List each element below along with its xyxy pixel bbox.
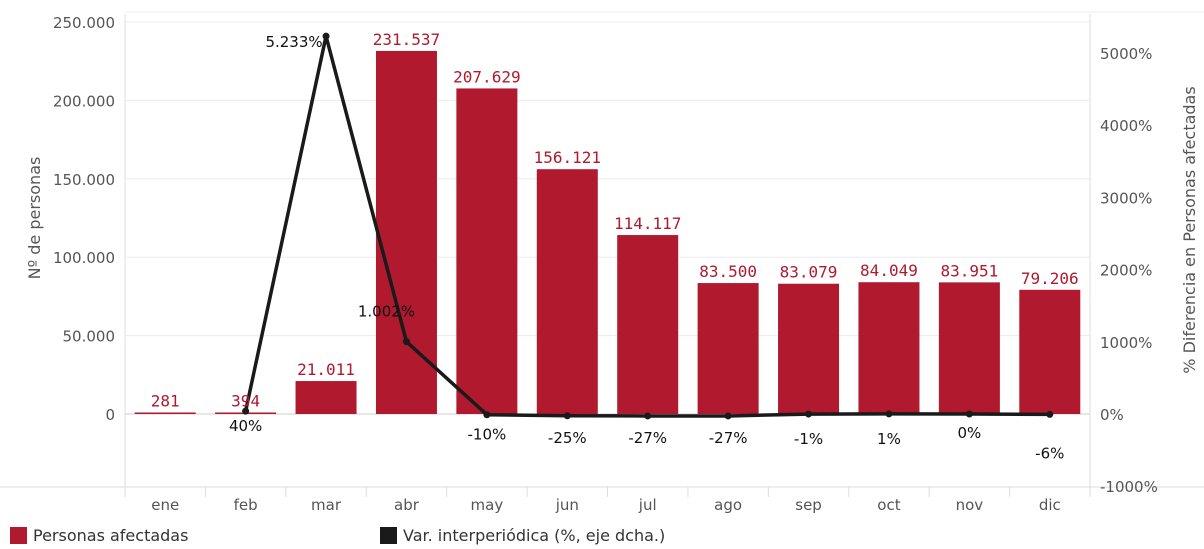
x-tick-label: nov — [956, 496, 984, 514]
data-labels: 281 394 21.011 231.537 207.629 156.121 114.117… — [151, 30, 1079, 462]
bar — [456, 88, 518, 414]
bar-value-label: 156.121 — [534, 148, 601, 167]
line-value-label: 5.233% — [265, 33, 322, 51]
bar — [1019, 289, 1081, 414]
x-tick-label: ene — [151, 496, 179, 514]
line-value-label: -6% — [1035, 444, 1064, 462]
line-value-label: -27% — [628, 429, 667, 447]
bar — [536, 169, 598, 414]
legend-item-bars[interactable]: Personas afectadas — [10, 526, 188, 545]
line-point — [885, 410, 893, 418]
bar — [858, 282, 920, 414]
line-point — [644, 412, 652, 420]
bar-value-label: 83.500 — [699, 262, 757, 281]
bar-value-label: 394 — [231, 392, 260, 411]
bar-value-label: 21.011 — [297, 360, 355, 379]
variation-line — [242, 32, 1054, 420]
x-tick-label: abr — [394, 496, 420, 514]
line-value-label: -10% — [467, 426, 506, 444]
line-point — [483, 411, 491, 419]
x-tick-label: may — [471, 496, 504, 514]
y-tick-label: 0 — [105, 406, 115, 424]
bar-value-label: 83.079 — [780, 263, 838, 282]
bar-value-label: 83.951 — [940, 261, 998, 280]
y2-tick-label: 1000% — [1100, 334, 1152, 352]
x-tick-label: dic — [1039, 496, 1061, 514]
gridlines — [0, 11, 1204, 497]
bar — [938, 282, 1000, 414]
bar-value-label: 207.629 — [453, 67, 520, 86]
line-value-label: 1% — [877, 430, 901, 448]
bar — [295, 381, 357, 414]
y-tick-label: 150.000 — [53, 171, 115, 189]
bar-value-label: 231.537 — [373, 30, 440, 49]
bar — [697, 283, 759, 414]
y-axis-title: Nº de personas — [25, 157, 44, 280]
bar-value-label: 84.049 — [860, 261, 918, 280]
bar — [617, 235, 679, 414]
line-point — [965, 410, 973, 418]
x-tick-label: oct — [877, 496, 900, 514]
y2-tick-label: 5000% — [1100, 45, 1152, 63]
y2-tick-label: 2000% — [1100, 262, 1152, 280]
line-value-label: -25% — [548, 429, 587, 447]
y2-axis-title: % Diferencia en Personas afectadas — [1180, 86, 1199, 373]
line-point — [805, 410, 813, 418]
y2-tick-label: 0% — [1100, 406, 1124, 424]
line-value-label: 1.002% — [358, 303, 415, 321]
x-tick-label: jun — [555, 496, 579, 514]
line-value-label: 0% — [957, 424, 981, 442]
y-tick-label: 100.000 — [53, 249, 115, 267]
bar-value-label: 79.206 — [1021, 269, 1079, 288]
x-axis: ene feb mar abr may jun jul ago sep oct nov dic — [151, 496, 1061, 514]
y-tick-label: 50.000 — [63, 328, 116, 346]
y-tick-label: 250.000 — [53, 14, 115, 32]
legend-label-line: Var. interperiódica (%, eje dcha.) — [403, 526, 666, 545]
bar-value-label: 281 — [151, 392, 180, 411]
x-tick-label: ago — [714, 496, 742, 514]
line-point — [563, 412, 571, 420]
bar — [778, 283, 840, 414]
y-tick-label: 200.000 — [53, 92, 115, 110]
y2-tick-label: -1000% — [1100, 478, 1158, 496]
bar-value-label: 114.117 — [614, 214, 681, 233]
bars — [134, 50, 1081, 415]
line-point — [402, 338, 410, 346]
legend-label-bars: Personas afectadas — [33, 526, 189, 545]
y2-tick-label: 4000% — [1100, 117, 1152, 135]
bar — [134, 412, 196, 414]
line-value-label: -1% — [794, 430, 823, 448]
y2-tick-label: 3000% — [1100, 189, 1152, 207]
bar — [375, 50, 437, 415]
legend-item-line[interactable]: Var. interperiódica (%, eje dcha.) — [380, 526, 665, 545]
right-axis: -1000% 0% 1000% 2000% 3000% 4000% 5000% — [1100, 45, 1158, 496]
x-tick-label: jul — [638, 496, 657, 514]
line-point — [322, 32, 330, 40]
line-value-label: 40% — [229, 417, 262, 435]
x-tick-label: feb — [234, 496, 258, 514]
line-point — [724, 412, 732, 420]
left-axis: 0 50.000 100.000 150.000 200.000 250.000 — [53, 14, 115, 424]
line-value-label: -27% — [709, 429, 748, 447]
legend-swatch-line — [380, 527, 397, 544]
x-tick-label: sep — [795, 496, 822, 514]
line-point — [242, 407, 250, 415]
x-tick-label: mar — [311, 496, 342, 514]
legend-swatch-bars — [10, 527, 27, 544]
line-point — [1046, 410, 1054, 418]
